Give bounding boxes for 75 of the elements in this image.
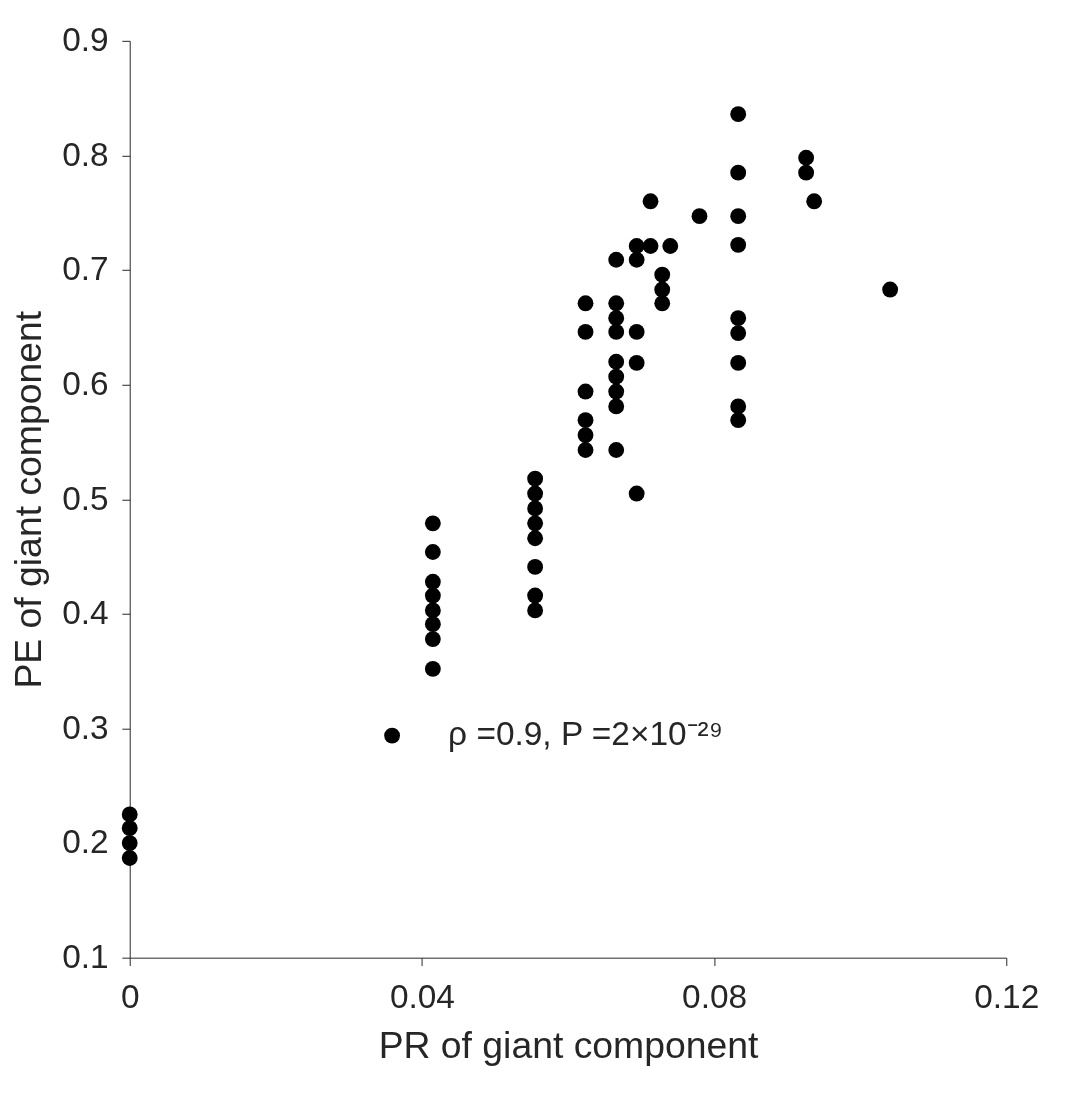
point — [730, 398, 747, 415]
y-tick-label: 0.6 — [62, 364, 109, 402]
point — [121, 820, 138, 837]
y-tick-label: 0.5 — [62, 479, 109, 517]
point — [654, 281, 671, 298]
point — [730, 236, 747, 253]
point — [642, 238, 659, 254]
point — [121, 806, 138, 823]
point — [608, 442, 625, 458]
point — [527, 470, 544, 487]
point — [577, 412, 594, 429]
point — [527, 602, 544, 619]
x-tick-label: 0 — [120, 978, 140, 1016]
point — [424, 573, 441, 590]
point — [628, 251, 645, 268]
point — [798, 149, 815, 166]
point — [577, 383, 594, 400]
point — [608, 310, 625, 327]
point — [608, 295, 625, 312]
point — [577, 324, 594, 340]
point — [527, 500, 544, 517]
point — [424, 544, 441, 560]
y-tick-label: 0.2 — [62, 823, 109, 861]
point — [730, 164, 747, 181]
point — [527, 558, 544, 575]
y-tick-label: 0.8 — [62, 135, 109, 173]
point — [806, 193, 823, 210]
x-axis-title: PR of giant component — [378, 1024, 759, 1067]
point — [730, 325, 747, 341]
point — [691, 208, 708, 225]
y-axis-title: PE of giant component — [6, 310, 49, 689]
point — [527, 485, 544, 502]
point — [121, 835, 138, 851]
point — [424, 616, 441, 633]
y-tick-label: 0.7 — [62, 250, 109, 288]
y-tick-label: 0.9 — [62, 21, 109, 59]
point — [730, 354, 747, 371]
point — [628, 324, 645, 340]
point — [424, 602, 441, 619]
point — [577, 295, 594, 312]
point — [608, 251, 625, 268]
point — [424, 660, 441, 677]
point — [608, 398, 625, 415]
point — [608, 353, 625, 370]
y-tick-label: 0.1 — [62, 938, 109, 976]
point — [577, 442, 594, 458]
point — [642, 193, 659, 210]
point — [608, 383, 625, 400]
point — [730, 310, 747, 327]
y-tick-label: 0.3 — [62, 708, 109, 746]
point — [424, 587, 441, 604]
point — [527, 587, 544, 604]
y-tick-label: 0.4 — [62, 594, 109, 632]
point — [424, 631, 441, 647]
point — [662, 238, 679, 254]
x-tick-label: 0.12 — [974, 978, 1040, 1016]
point — [424, 515, 441, 532]
point — [527, 515, 544, 532]
x-tick-label: 0.04 — [389, 978, 455, 1016]
point — [121, 850, 138, 866]
legend-label: ρ =0.9, P =2×10⁻²⁹ — [448, 715, 724, 753]
point — [730, 208, 747, 225]
point — [608, 368, 625, 385]
point — [608, 324, 625, 340]
x-tick-label: 0.08 — [682, 978, 748, 1016]
point — [882, 281, 899, 298]
point — [628, 485, 645, 502]
point — [798, 164, 815, 181]
point — [654, 266, 671, 283]
point — [730, 412, 747, 429]
point — [577, 427, 594, 443]
point — [527, 530, 544, 547]
point — [654, 295, 671, 312]
point — [730, 106, 747, 123]
point — [628, 354, 645, 371]
